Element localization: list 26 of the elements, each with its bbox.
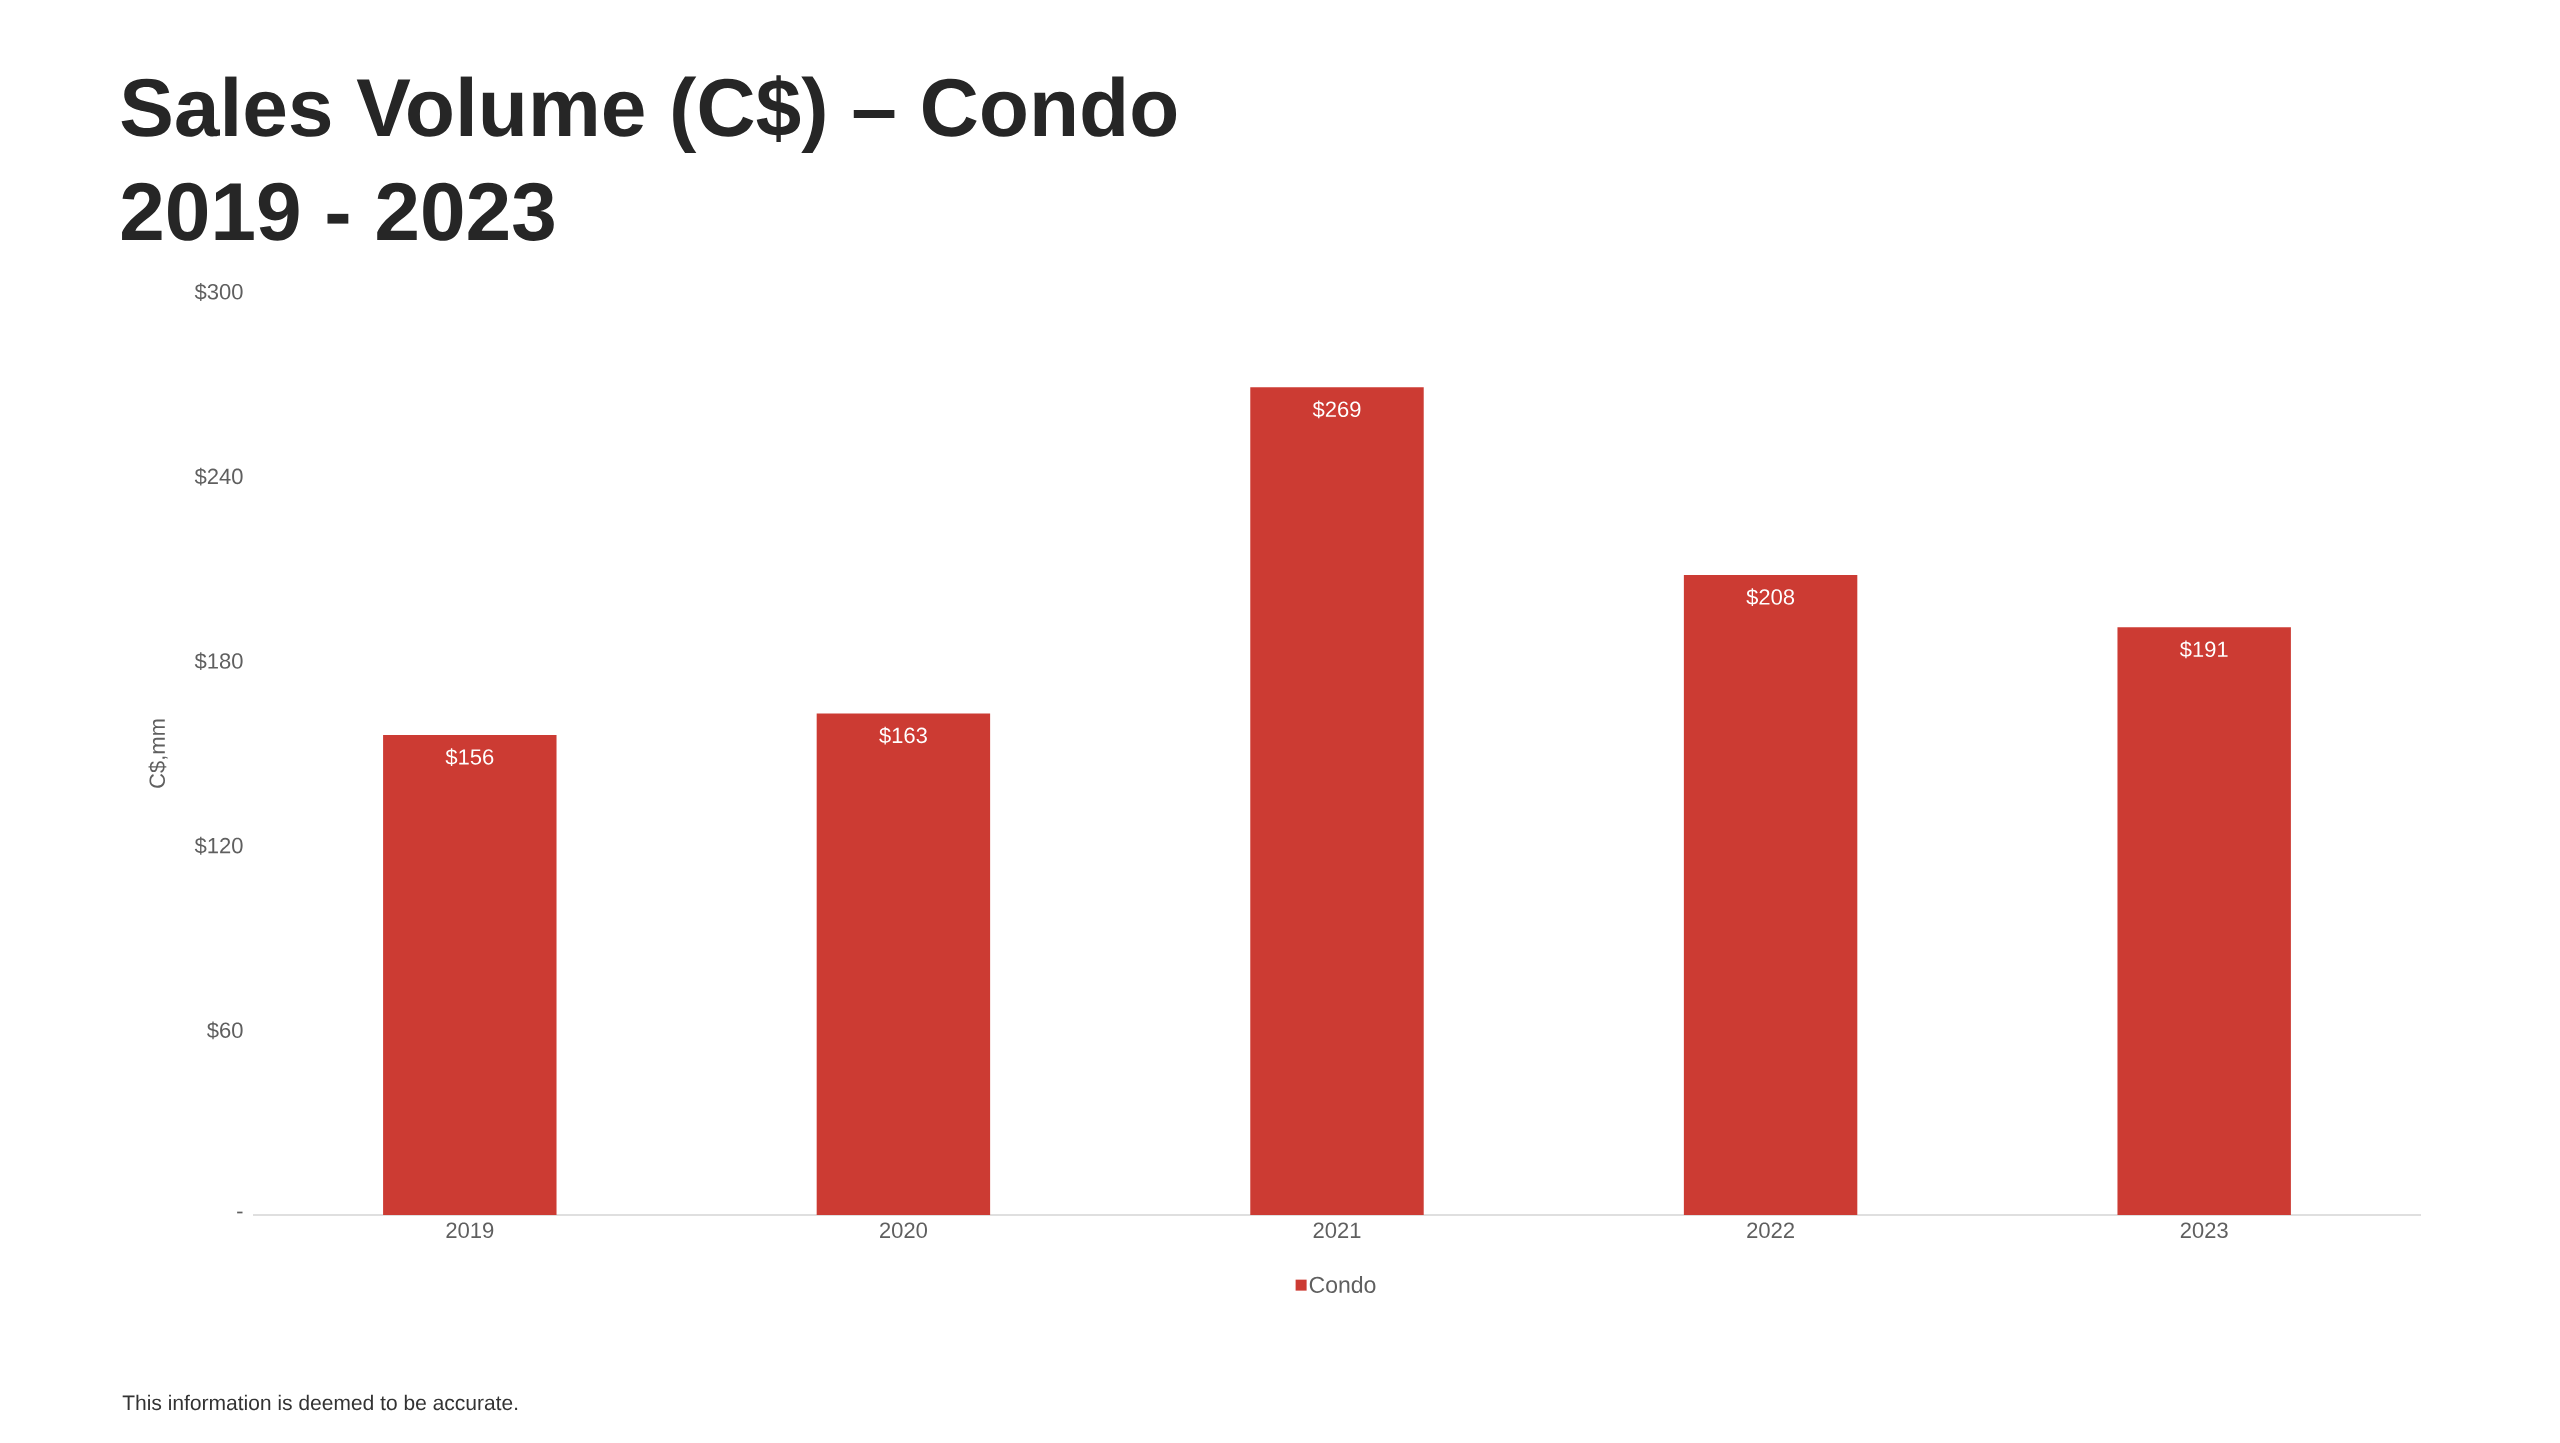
y-tick-label: $300 (194, 283, 243, 301)
data-label: $163 (879, 726, 927, 745)
data-label: $191 (2179, 640, 2228, 659)
x-tick-label: 2021 (1313, 1222, 1361, 1239)
data-label: $269 (1312, 400, 1361, 419)
chart-title: Sales Volume (C$) – Condo (121, 75, 1177, 153)
legend-label: Condo (1309, 1276, 1376, 1293)
bar (1683, 575, 1858, 1215)
y-tick-label: - (237, 1211, 243, 1214)
x-tick-label: 2022 (1747, 1222, 1794, 1239)
chart-subtitle: 2019 - 2023 (122, 182, 554, 241)
x-tick-label: 2020 (880, 1222, 927, 1239)
y-tick-label: $120 (194, 836, 243, 855)
text: This information is deemed to be accurate. (122, 1394, 518, 1411)
data-label: $208 (1746, 588, 1795, 607)
bar (816, 713, 991, 1215)
x-tick-label: 2019 (446, 1222, 494, 1239)
data-label: $156 (445, 748, 494, 767)
x-tick-label: 2023 (2180, 1222, 2228, 1239)
y-tick-label: $240 (194, 467, 243, 486)
bar (383, 735, 557, 1215)
bar (1250, 387, 1424, 1215)
y-axis-title: C$,mm (148, 719, 168, 788)
y-tick-label: $180 (194, 652, 243, 671)
y-tick-label: $60 (207, 1021, 243, 1040)
bar (2117, 627, 2291, 1215)
